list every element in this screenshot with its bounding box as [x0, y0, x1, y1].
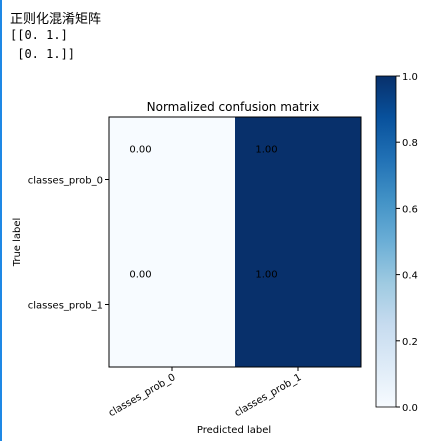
colorbar-tick-label-1: 0.2 [402, 337, 418, 348]
y-tick-label-0: classes_prob_0 [28, 176, 103, 187]
matrix-output-line-2: [0. 1.]] [10, 47, 76, 61]
x-tick-label-1: classes_prob_1 [233, 372, 304, 419]
x-tick-label-0: classes_prob_0 [107, 372, 178, 419]
cell-value-label-0-0: 0.00 [129, 144, 151, 155]
plot-frame [108, 116, 362, 368]
colorbar-tick-label-0: 0.0 [402, 403, 418, 414]
heatmap-cell-0-1 [235, 117, 361, 242]
cell-value-label-0-1: 1.00 [255, 144, 277, 155]
heatmap-cell-1-0 [109, 242, 235, 367]
chart-title: Normalized confusion matrix [147, 100, 320, 114]
y-axis-label: True label [12, 218, 23, 268]
x-axis-label: Predicted label [197, 425, 271, 436]
heatmap-cell-1-1 [235, 242, 361, 367]
cell-value-label-1-0: 0.00 [129, 269, 151, 280]
cell-focus-bar [0, 0, 2, 441]
colorbar-tick-label-4: 0.8 [402, 138, 418, 149]
cell-value-label-1-1: 1.00 [255, 269, 277, 280]
output-heading: 正则化混淆矩阵 [10, 12, 102, 27]
colorbar-tick-label-2: 0.4 [402, 271, 418, 282]
colorbar-tick-label-5: 1.0 [402, 72, 418, 83]
colorbar [375, 75, 397, 408]
matrix-output-line-1: [[0. 1.] [10, 28, 68, 42]
y-tick-label-1: classes_prob_1 [28, 301, 103, 312]
heatmap-cell-0-0 [109, 117, 235, 242]
colorbar-tick-label-3: 0.6 [402, 204, 418, 215]
